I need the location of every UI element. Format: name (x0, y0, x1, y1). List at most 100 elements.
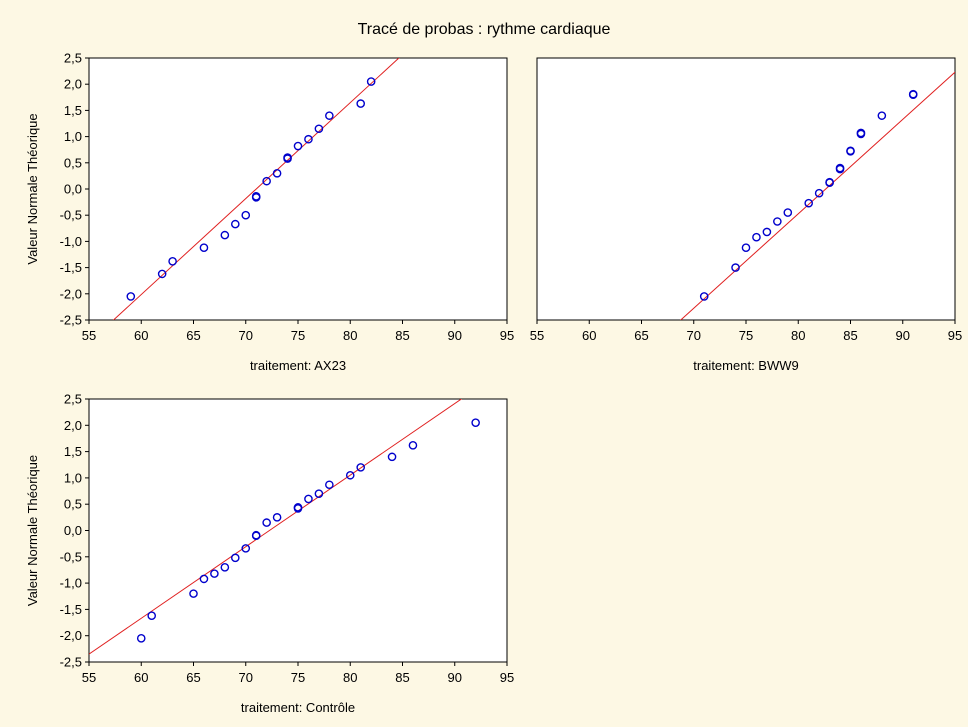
plot-area (88, 398, 508, 663)
data-point (220, 563, 230, 572)
panel-subtitle: traitement: AX23 (250, 358, 346, 373)
data-point (366, 77, 376, 86)
data-point (345, 470, 355, 480)
x-tick-label: 85 (843, 328, 857, 343)
data-point (762, 227, 772, 237)
data-point (251, 530, 261, 540)
panel-subtitle: traitement: Contrôle (241, 700, 355, 715)
data-point (199, 574, 209, 584)
x-tick-label: 90 (448, 670, 462, 685)
y-tick-label: 1,0 (64, 470, 82, 485)
y-tick-label: -1,0 (60, 576, 82, 591)
data-point (356, 463, 366, 472)
data-point (210, 569, 219, 578)
x-tick-label: 95 (948, 328, 962, 343)
x-tick-label: 75 (739, 328, 753, 343)
data-point (272, 168, 282, 178)
y-tick-label: -2,5 (60, 655, 82, 670)
x-tick-label: 70 (239, 670, 253, 685)
data-point (731, 263, 740, 272)
data-point (199, 243, 209, 252)
chart-panel-top-right: 55 60 65 70 75 80 85 90 95 traitement: BWW9 (530, 57, 962, 373)
data-point (699, 292, 709, 301)
x-tick-label: 55 (82, 328, 96, 343)
data-point (825, 177, 834, 187)
y-tick-label: 0,0 (64, 182, 82, 197)
x-tick-label: 80 (791, 328, 805, 343)
figure-title: Tracé de probas : rythme cardiaque (358, 21, 611, 38)
data-point (126, 292, 136, 301)
data-point (856, 128, 866, 138)
x-tick-label: 60 (582, 328, 596, 343)
data-point (157, 269, 167, 279)
data-point (908, 89, 918, 99)
data-point (783, 208, 793, 217)
y-tick-label: 2,5 (64, 392, 82, 407)
data-point (314, 124, 324, 134)
y-tick-label: -0,5 (60, 549, 82, 564)
y-tick-label: 2,0 (64, 418, 82, 433)
y-tick-label: -2,5 (60, 313, 82, 328)
x-tick-label: 95 (500, 328, 514, 343)
y-tick-label: 0,0 (64, 523, 82, 538)
data-point (325, 111, 334, 120)
data-point (325, 480, 334, 490)
data-point (408, 440, 418, 450)
y-tick-label: 1,5 (64, 103, 82, 118)
x-tick-label: 55 (82, 670, 96, 685)
data-point (877, 111, 887, 120)
x-tick-label: 60 (134, 670, 148, 685)
data-point (741, 243, 751, 252)
x-tick-label: 85 (395, 328, 409, 343)
data-point (471, 418, 480, 427)
data-point (136, 634, 146, 643)
y-tick-label: 2,5 (64, 51, 82, 66)
y-tick-label: -1,5 (60, 602, 82, 617)
panel-subtitle: traitement: BWW9 (693, 358, 798, 373)
y-tick-label: 1,5 (64, 444, 82, 459)
data-point (220, 230, 230, 240)
data-point (262, 518, 271, 527)
data-point (304, 494, 313, 504)
data-point (147, 611, 156, 621)
y-tick-label: 0,5 (64, 155, 82, 170)
x-tick-label: 90 (896, 328, 910, 343)
x-tick-label: 60 (134, 328, 148, 343)
plot-area (536, 57, 956, 321)
chart-panels: 55 60 65 70 75 80 85 90 95 2,5 2,0 1,5 1,0 0,5 0,0 -0,5… (25, 51, 962, 716)
data-point (262, 176, 271, 186)
x-tick-label: 80 (343, 670, 357, 685)
data-point (752, 232, 761, 242)
x-tick-label: 70 (687, 328, 701, 343)
x-tick-label: 55 (530, 328, 544, 343)
fit-line (89, 399, 463, 655)
y-tick-label: -2,0 (60, 286, 82, 301)
data-point (241, 210, 251, 220)
data-point (189, 589, 198, 598)
data-point (835, 163, 845, 173)
y-tick-label: -1,5 (60, 260, 82, 275)
chart-panel-bottom-left: 55 60 65 70 75 80 85 90 95 2,5 2,0 1,5 1,0 0,5 0,0 -0,5… (25, 392, 514, 716)
data-point (356, 99, 366, 108)
data-point (314, 489, 324, 498)
data-point (230, 219, 240, 229)
y-tick-label: 1,0 (64, 129, 82, 144)
data-point (387, 452, 397, 462)
data-point (773, 217, 782, 226)
y-tick-label: 2,0 (64, 77, 82, 92)
y-tick-label: -1,0 (60, 234, 82, 249)
data-point (251, 192, 261, 201)
data-point (804, 198, 814, 208)
data-point (293, 141, 303, 151)
x-tick-label: 80 (343, 328, 357, 343)
data-point (293, 503, 303, 512)
x-tick-label: 90 (448, 328, 462, 343)
y-axis-label: Valeur Normale Théorique (25, 455, 40, 606)
data-point (230, 553, 240, 563)
x-tick-label: 65 (186, 328, 200, 343)
data-point (304, 134, 313, 144)
data-point (241, 544, 251, 553)
data-point (814, 188, 824, 198)
x-tick-label: 75 (291, 328, 305, 343)
